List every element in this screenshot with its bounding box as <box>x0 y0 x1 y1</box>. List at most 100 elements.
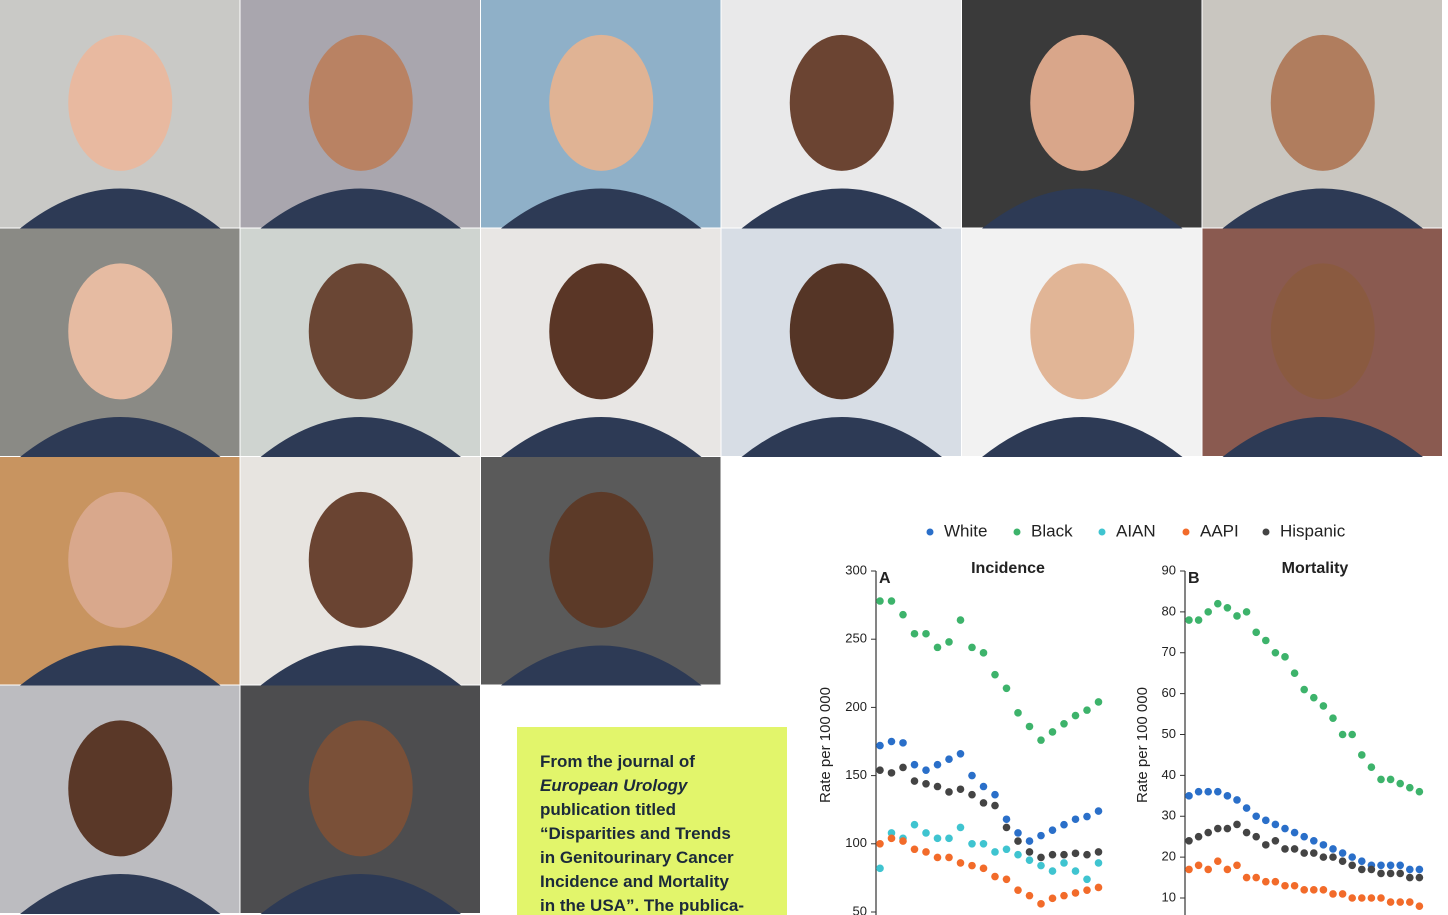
data-point <box>1348 853 1356 861</box>
data-point <box>1338 730 1347 739</box>
data-point <box>1377 775 1385 784</box>
data-point <box>1048 894 1057 903</box>
photo-shoulders <box>260 645 461 686</box>
legend-label: Hispanic <box>1280 521 1346 540</box>
legend-marker <box>1098 528 1106 536</box>
photo-face <box>68 34 173 171</box>
photo-shoulders <box>20 645 221 686</box>
legend-label: AIAN <box>1116 521 1156 540</box>
data-point <box>1310 693 1318 702</box>
photo-shoulders <box>741 188 942 229</box>
data-point <box>1415 865 1424 874</box>
photo-shoulders <box>1222 417 1423 457</box>
data-point <box>1367 894 1376 902</box>
photo-shoulders <box>20 188 221 229</box>
text-line: “Disparities and Trends <box>540 824 731 843</box>
photo-face <box>308 491 413 628</box>
data-point <box>1252 628 1260 637</box>
data-point <box>1271 877 1280 886</box>
data-point <box>1271 820 1280 829</box>
legend-label: AAPI <box>1200 521 1239 540</box>
data-point <box>1194 787 1203 796</box>
data-point <box>876 864 884 873</box>
data-point <box>1071 889 1080 897</box>
data-point <box>1204 865 1212 874</box>
photo <box>240 685 480 914</box>
data-point <box>1396 869 1404 878</box>
y-tick-label: 150 <box>845 767 867 782</box>
data-point <box>991 670 999 679</box>
data-point <box>1319 841 1328 849</box>
panel-title: Mortality <box>1282 560 1349 577</box>
data-point <box>956 859 965 867</box>
photo-shoulders <box>501 417 702 457</box>
data-point <box>1358 865 1366 874</box>
data-point <box>1048 850 1057 859</box>
data-point <box>1319 853 1328 861</box>
data-point <box>1271 836 1280 845</box>
photo-shoulders <box>982 417 1183 457</box>
photo <box>0 0 240 229</box>
photo-shoulders <box>741 417 942 457</box>
data-point <box>1037 853 1045 862</box>
data-point <box>1214 599 1222 608</box>
data-point <box>1233 861 1241 870</box>
photo-shoulders <box>20 417 221 457</box>
data-point <box>991 872 999 881</box>
data-point <box>1083 886 1091 894</box>
photo-face <box>789 263 894 400</box>
data-point <box>1300 832 1308 841</box>
data-point <box>1002 684 1011 693</box>
data-point <box>899 837 907 845</box>
data-point <box>1204 787 1212 796</box>
data-point <box>922 766 930 774</box>
data-point <box>1377 869 1385 878</box>
data-point <box>1223 865 1232 874</box>
photo <box>962 228 1202 457</box>
y-tick-label: 200 <box>845 699 867 714</box>
data-point <box>1367 865 1376 874</box>
photo-shoulders <box>982 188 1183 229</box>
data-point <box>1223 824 1232 833</box>
data-point <box>979 840 988 848</box>
y-tick-label: 250 <box>845 631 867 646</box>
data-point <box>1300 886 1308 894</box>
data-point <box>887 597 896 605</box>
y-tick-label: 80 <box>1162 603 1176 618</box>
data-point <box>1310 886 1318 894</box>
legend-label: Black <box>1031 521 1073 540</box>
photo-face <box>1030 263 1135 400</box>
data-point <box>1406 873 1414 882</box>
photo-face <box>789 34 894 171</box>
data-point <box>945 755 953 764</box>
data-point <box>1071 711 1080 720</box>
data-point <box>910 760 919 769</box>
data-point <box>887 829 896 837</box>
data-point <box>1037 736 1045 744</box>
data-point <box>933 760 942 769</box>
data-point <box>1262 816 1270 825</box>
data-point <box>1214 787 1222 796</box>
data-point <box>979 864 988 873</box>
y-tick-label: 40 <box>1162 767 1176 782</box>
data-point <box>1002 815 1011 824</box>
data-point <box>1406 898 1414 906</box>
y-tick-label: 50 <box>853 903 867 915</box>
data-point <box>1290 669 1299 677</box>
y-tick-label: 300 <box>845 562 867 577</box>
photo <box>1202 228 1442 457</box>
legend-marker <box>1013 528 1021 536</box>
data-point <box>1071 867 1080 875</box>
photo-face <box>308 720 413 857</box>
data-point <box>1242 873 1251 882</box>
data-point <box>1358 857 1366 866</box>
text-line: in Genitourinary Cancer <box>540 848 734 867</box>
photo-face <box>308 263 413 400</box>
data-point <box>968 643 976 652</box>
data-point <box>1071 815 1080 824</box>
y-axis-label: Rate per 100 000 <box>1134 687 1151 803</box>
data-point <box>1300 849 1308 857</box>
data-point <box>1348 894 1356 902</box>
data-point <box>1094 807 1103 815</box>
data-point <box>1406 783 1414 792</box>
